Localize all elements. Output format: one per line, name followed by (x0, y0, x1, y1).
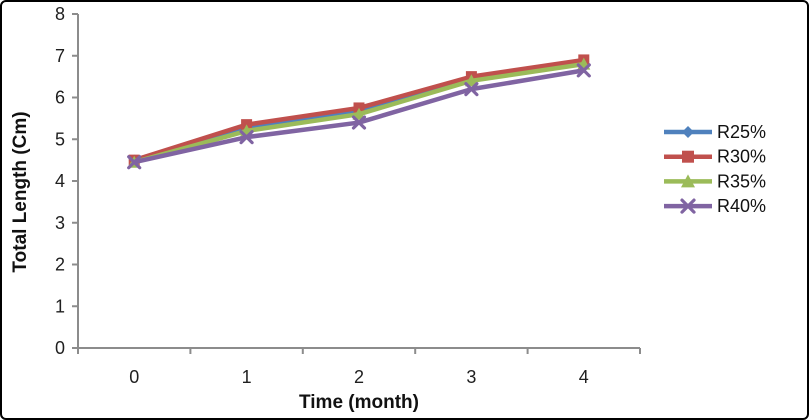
x-tick-label: 2 (354, 367, 364, 387)
legend-label-r30: R30% (717, 147, 766, 167)
data-point-x-marker (464, 82, 479, 97)
data-point-x-marker (127, 155, 142, 170)
legend-label-r35: R35% (717, 171, 766, 191)
x-axis-title: Time (month) (299, 392, 419, 413)
legend-square-marker-icon (682, 150, 694, 163)
data-point-x-marker (239, 130, 254, 145)
legend-label-r25: R25% (717, 122, 766, 142)
legend-diamond-marker-icon (682, 126, 694, 138)
data-point-triangle-marker (464, 74, 478, 87)
x-tick-label: 1 (242, 367, 252, 387)
legend-triangle-marker-icon (681, 174, 695, 188)
y-tick-label: 7 (55, 46, 65, 66)
y-axis-title: Total Length (Cm) (10, 111, 31, 273)
data-point-x-marker (576, 63, 591, 78)
data-point-x-marker (351, 115, 367, 130)
y-tick-label: 4 (55, 171, 65, 191)
y-tick-label: 8 (55, 4, 65, 24)
x-tick-label: 0 (129, 367, 139, 387)
x-tick-label: 4 (579, 367, 589, 387)
legend-x-marker-icon (680, 198, 696, 214)
legend-label-r40: R40% (717, 196, 766, 216)
x-tick-label: 3 (466, 367, 476, 387)
y-tick-label: 2 (55, 255, 65, 275)
y-tick-label: 3 (55, 213, 65, 233)
y-tick-label: 5 (55, 129, 65, 149)
y-tick-label: 1 (55, 296, 65, 316)
y-tick-label: 6 (55, 88, 65, 108)
y-tick-label: 0 (55, 338, 65, 358)
data-point-triangle-marker (352, 107, 366, 120)
